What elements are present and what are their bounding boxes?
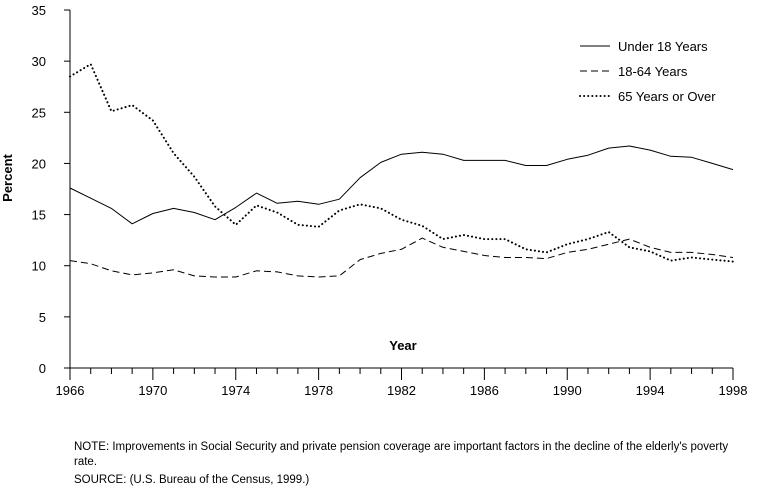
legend-label: 65 Years or Over (618, 89, 716, 104)
x-tick-label: 1990 (553, 383, 582, 398)
y-tick-label: 20 (32, 156, 46, 171)
x-axis-title: Year (389, 338, 416, 353)
chart-source: SOURCE: (U.S. Bureau of the Census, 1999… (74, 474, 310, 486)
y-tick-label: 0 (39, 361, 46, 376)
legend-label: Under 18 Years (618, 39, 708, 54)
line-chart: 0 5 10 15 20 25 30 35 1966 1970 1974 1978 1982 1986 19… (0, 3, 748, 398)
series-line-65-years-or-over (69, 63, 734, 263)
x-tick-label: 1998 (719, 383, 748, 398)
y-tick-label: 35 (32, 3, 46, 18)
legend-label: 18-64 Years (618, 64, 688, 79)
y-tick-label: 30 (32, 54, 46, 69)
legend: Under 18 Years 18-64 Years 65 Years or Ove… (579, 39, 716, 104)
y-tick-label: 5 (39, 310, 46, 325)
y-tick-label: 10 (32, 259, 46, 274)
series-line-18-64-years (69, 237, 734, 278)
series-line-under-18-years (69, 145, 734, 225)
y-tick-label: 15 (32, 208, 46, 223)
x-tick-label: 1966 (56, 383, 85, 398)
series-layer (69, 63, 734, 278)
y-tick-label: 25 (32, 105, 46, 120)
x-tick-label: 1978 (304, 383, 333, 398)
x-tick-label: 1994 (636, 383, 665, 398)
x-tick-label: 1986 (470, 383, 499, 398)
y-axis-title: Percent (0, 153, 15, 201)
chart-note: NOTE: Improvements in Social Security an… (74, 441, 729, 468)
x-tick-label: 1970 (138, 383, 167, 398)
axes: 0 5 10 15 20 25 30 35 1966 1970 1974 1978 1982 1986 19… (32, 3, 748, 398)
x-tick-label: 1974 (221, 383, 250, 398)
x-tick-label: 1982 (387, 383, 416, 398)
